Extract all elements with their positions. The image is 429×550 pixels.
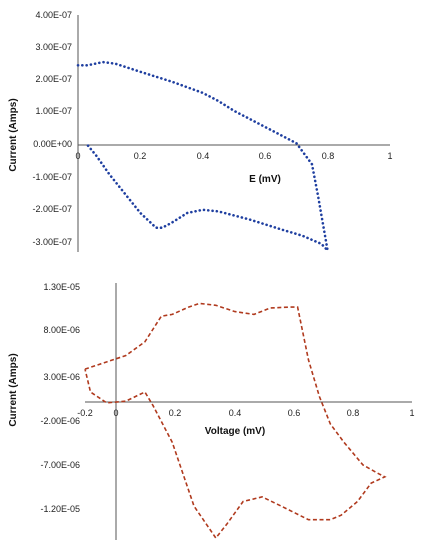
chart-1-x-tick: 0.4 bbox=[197, 151, 210, 161]
chart-2: 1.30E-05 8.00E-06 3.00E-06 -2.00E-06 -7.… bbox=[8, 282, 415, 540]
chart-2-x-tick: -0.2 bbox=[77, 408, 93, 418]
chart-2-y-tick: 8.00E-06 bbox=[43, 325, 80, 335]
chart-2-y-tick: -7.00E-06 bbox=[40, 460, 80, 470]
chart-2-x-tick-labels: -0.2 0 0.2 0.4 0.6 0.8 1 bbox=[77, 408, 414, 418]
chart-1-series-line bbox=[76, 60, 330, 255]
chart-2-x-tick: 0.6 bbox=[288, 408, 301, 418]
chart-2-y-tick: -2.00E-06 bbox=[40, 416, 80, 426]
chart-2-y-axis-label: Current (Amps) bbox=[8, 353, 19, 426]
chart-1-y-tick: 2.00E-07 bbox=[35, 74, 72, 84]
chart-2-series-line bbox=[84, 302, 387, 540]
chart-2-x-tick: 0.8 bbox=[347, 408, 360, 418]
chart-1-y-tick-labels: 4.00E-07 3.00E-07 2.00E-07 1.00E-07 0.00… bbox=[32, 10, 72, 247]
chart-1-x-tick: 1 bbox=[387, 151, 392, 161]
chart-2-y-tick: 1.30E-05 bbox=[43, 282, 80, 292]
chart-1-y-tick: 4.00E-07 bbox=[35, 10, 72, 20]
chart-1-y-axis-label: Current (Amps) bbox=[8, 98, 19, 171]
chart-1-y-tick: 3.00E-07 bbox=[35, 42, 72, 52]
chart-1-x-tick-labels: 0 0.2 0.4 0.6 0.8 1 bbox=[75, 151, 392, 161]
chart-1-x-axis-label: E (mV) bbox=[249, 174, 281, 185]
chart-2-x-tick: 1 bbox=[409, 408, 414, 418]
chart-1-x-tick: 0.8 bbox=[322, 151, 335, 161]
chart-2-y-tick: 3.00E-06 bbox=[43, 372, 80, 382]
chart-1-y-tick: 0.00E+00 bbox=[33, 139, 72, 149]
chart-1-y-tick: -1.00E-07 bbox=[32, 172, 72, 182]
chart-2-x-tick: 0.2 bbox=[169, 408, 182, 418]
chart-1-x-tick: 0.6 bbox=[259, 151, 272, 161]
chart-1-x-tick: 0.2 bbox=[134, 151, 147, 161]
chart-1-x-tick: 0 bbox=[75, 151, 80, 161]
chart-2-x-tick: 0 bbox=[113, 408, 118, 418]
chart-2-x-axis-label: Voltage (mV) bbox=[205, 426, 265, 437]
chart-2-x-tick: 0.4 bbox=[229, 408, 242, 418]
chart-2-y-tick-labels: 1.30E-05 8.00E-06 3.00E-06 -2.00E-06 -7.… bbox=[40, 282, 80, 514]
chart-2-y-tick: -1.20E-05 bbox=[40, 504, 80, 514]
chart-1-y-tick: 1.00E-07 bbox=[35, 106, 72, 116]
chart-1-y-tick: -2.00E-07 bbox=[32, 204, 72, 214]
chart-1: 4.00E-07 3.00E-07 2.00E-07 1.00E-07 0.00… bbox=[8, 10, 393, 255]
chart-1-y-tick: -3.00E-07 bbox=[32, 237, 72, 247]
